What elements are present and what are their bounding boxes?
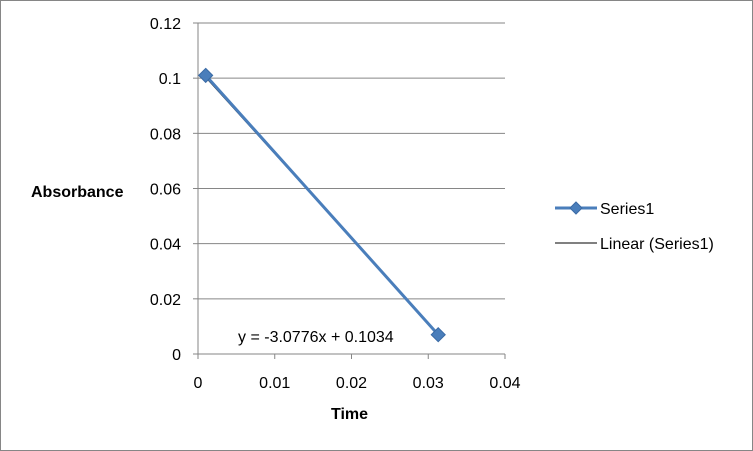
legend-series1-label: Series1 (600, 201, 654, 218)
y-tick-label: 0.12 (150, 16, 181, 33)
y-tick-label: 0.04 (150, 237, 181, 254)
y-tick-label: 0.08 (150, 126, 181, 143)
y-tick-label: 0.1 (159, 71, 181, 88)
y-tick-labels: 0 0.02 0.04 0.06 0.08 0.1 0.12 (150, 16, 181, 364)
x-axis-title: Time (331, 406, 368, 423)
y-tick-label: 0 (172, 347, 181, 364)
y-tick-label: 0.06 (150, 182, 181, 199)
x-tick-label: 0 (194, 375, 203, 392)
trendline-equation: y = -3.0776x + 0.1034 (238, 329, 394, 346)
y-tick-label: 0.02 (150, 292, 181, 309)
series1-point (197, 67, 214, 84)
x-tick-labels: 0 0.01 0.02 0.03 0.04 (194, 375, 521, 392)
x-tick-label: 0.03 (413, 375, 444, 392)
y-axis-title: Absorbance (31, 184, 124, 201)
gridlines (198, 22, 505, 300)
y-tick-marks (193, 22, 198, 355)
legend-series1-marker (569, 201, 583, 215)
legend: Series1 Linear (Series1) (555, 201, 714, 253)
x-tick-marks (197, 354, 506, 359)
legend-trendline-label: Linear (Series1) (600, 236, 714, 253)
series1-line (204, 74, 440, 336)
x-tick-label: 0.04 (489, 375, 520, 392)
x-tick-label: 0.02 (336, 375, 367, 392)
x-tick-label: 0.01 (259, 375, 290, 392)
series1-point (430, 326, 446, 343)
series-group (197, 67, 446, 343)
